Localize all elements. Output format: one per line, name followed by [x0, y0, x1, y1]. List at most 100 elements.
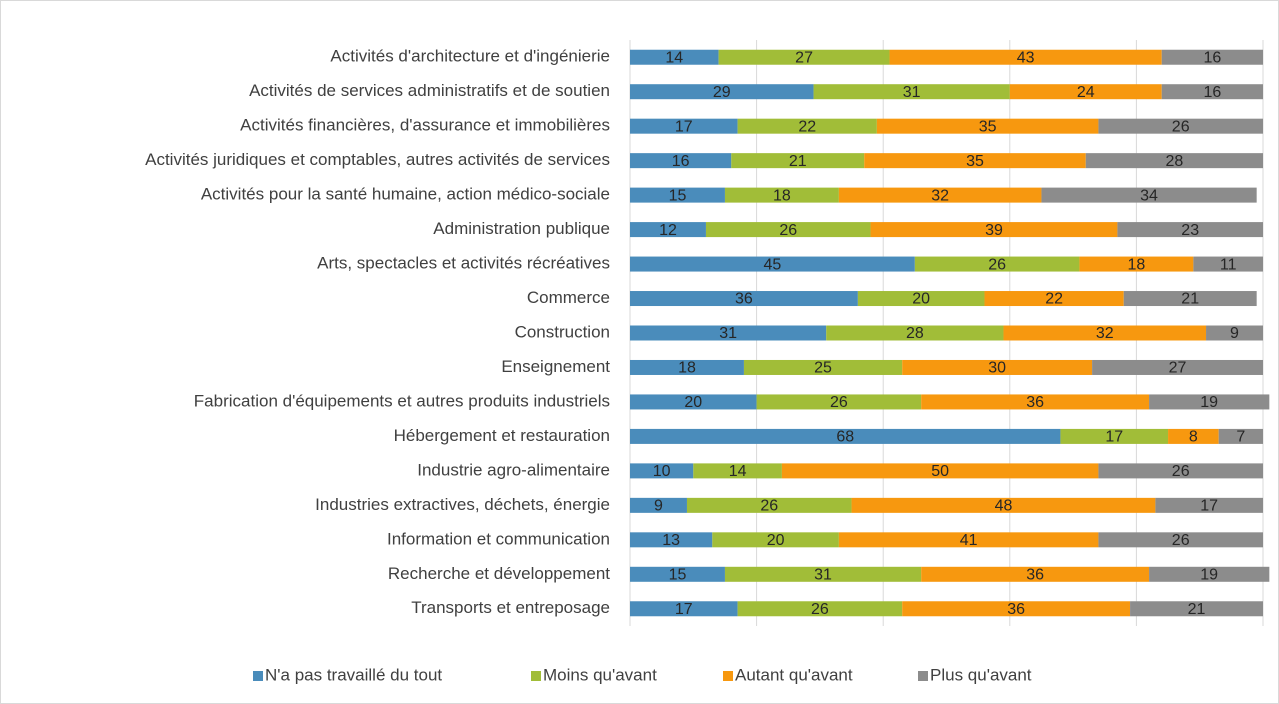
bar-segment [630, 601, 738, 617]
data-label: 15 [669, 567, 687, 584]
data-label: 17 [1105, 429, 1123, 446]
bar-segment [1098, 118, 1263, 134]
y-tick-label: Hébergement et restauration [394, 426, 610, 445]
data-label: 35 [966, 153, 984, 170]
bar-segment [705, 222, 871, 238]
y-tick-label: Recherche et développement [388, 564, 610, 583]
data-label: 16 [672, 153, 690, 170]
bar-segment [1161, 84, 1263, 100]
y-tick-label: Activités d'architecture et d'ingénierie [330, 47, 610, 66]
bar-segment [1123, 291, 1257, 307]
bar-segment [826, 325, 1004, 341]
bar-segment [902, 359, 1093, 375]
data-label: 29 [713, 84, 731, 101]
bar-segment [630, 428, 1061, 444]
data-label: 26 [1172, 532, 1190, 549]
legend-swatch [531, 671, 541, 681]
data-label: 18 [678, 360, 696, 377]
data-label: 9 [654, 498, 663, 515]
y-tick-label: Activités financières, d'assurance et im… [240, 116, 610, 135]
bar-segment [1060, 428, 1169, 444]
data-label: 20 [684, 394, 702, 411]
bar-segment [1079, 256, 1194, 272]
bar-segment [781, 463, 1099, 479]
bar-segment [731, 153, 865, 169]
bar-segment [1155, 497, 1263, 513]
y-tick-label: Activités juridiques et comptables, autr… [145, 150, 610, 169]
legend-label: N'a pas travaillé du tout [265, 665, 442, 684]
data-label: 23 [1181, 222, 1199, 239]
bar-segment [813, 84, 1010, 100]
bar-segment [889, 49, 1162, 65]
data-label: 36 [735, 291, 753, 308]
data-label: 7 [1236, 429, 1245, 446]
bar-segment [630, 49, 719, 65]
data-label: 18 [773, 187, 791, 204]
legend-label: Plus qu'avant [930, 665, 1032, 684]
data-label: 28 [906, 325, 924, 342]
bar-segment [630, 394, 757, 410]
y-tick-label: Construction [515, 322, 610, 341]
data-label: 26 [811, 601, 829, 618]
data-label: 36 [1026, 394, 1044, 411]
data-label: 31 [903, 84, 921, 101]
y-tick-label: Arts, spectacles et activités récréative… [317, 254, 610, 273]
bar-segment [718, 49, 890, 65]
data-label: 28 [1165, 153, 1183, 170]
bar-segment [1193, 256, 1263, 272]
data-label: 17 [675, 601, 693, 618]
data-label: 35 [979, 118, 997, 135]
bar-segment [630, 497, 687, 513]
bar-segment [630, 84, 814, 100]
data-label: 24 [1077, 84, 1095, 101]
data-label: 21 [1188, 601, 1206, 618]
data-label: 20 [912, 291, 930, 308]
bar-segment [876, 118, 1099, 134]
bar-segment [630, 187, 725, 203]
y-tick-label: Commerce [527, 288, 610, 307]
bar-segment [1206, 325, 1263, 341]
data-label: 36 [1026, 567, 1044, 584]
bar-segment [630, 566, 725, 582]
y-tick-label: Information et communication [387, 529, 610, 548]
data-label: 26 [779, 222, 797, 239]
y-tick-label: Fabrication d'équipements et autres prod… [194, 391, 610, 410]
bar-segment [737, 601, 903, 617]
y-tick-label: Industries extractives, déchets, énergie [315, 495, 610, 514]
bar-segment [851, 497, 1156, 513]
bar-segment [1149, 566, 1270, 582]
bar-segment [1085, 153, 1263, 169]
data-label: 21 [789, 153, 807, 170]
bar-segment [984, 291, 1124, 307]
data-label: 34 [1140, 187, 1158, 204]
data-label: 45 [764, 256, 782, 273]
data-label: 31 [814, 567, 832, 584]
bar-segment [630, 153, 732, 169]
data-label: 41 [960, 532, 978, 549]
data-label: 68 [836, 429, 854, 446]
bar-segment [712, 532, 839, 548]
bar-segment [630, 256, 915, 272]
bar-segment [1161, 49, 1263, 65]
data-label: 26 [760, 498, 778, 515]
data-label: 16 [1203, 49, 1221, 66]
data-label: 32 [931, 187, 949, 204]
bar-segment [743, 359, 903, 375]
data-label: 27 [795, 49, 813, 66]
bar-segment [857, 291, 985, 307]
bar-segment [921, 566, 1150, 582]
bar-segment [630, 222, 706, 238]
data-label: 26 [1172, 463, 1190, 480]
data-label: 20 [767, 532, 785, 549]
bar-segment [724, 187, 839, 203]
bar-segment [1003, 325, 1207, 341]
bar-segment [630, 118, 738, 134]
data-label: 10 [653, 463, 671, 480]
data-label: 30 [988, 360, 1006, 377]
bar-segment [693, 463, 782, 479]
data-label: 21 [1181, 291, 1199, 308]
bar-segment [838, 187, 1042, 203]
data-label: 39 [985, 222, 1003, 239]
bar-segment [1218, 428, 1263, 444]
